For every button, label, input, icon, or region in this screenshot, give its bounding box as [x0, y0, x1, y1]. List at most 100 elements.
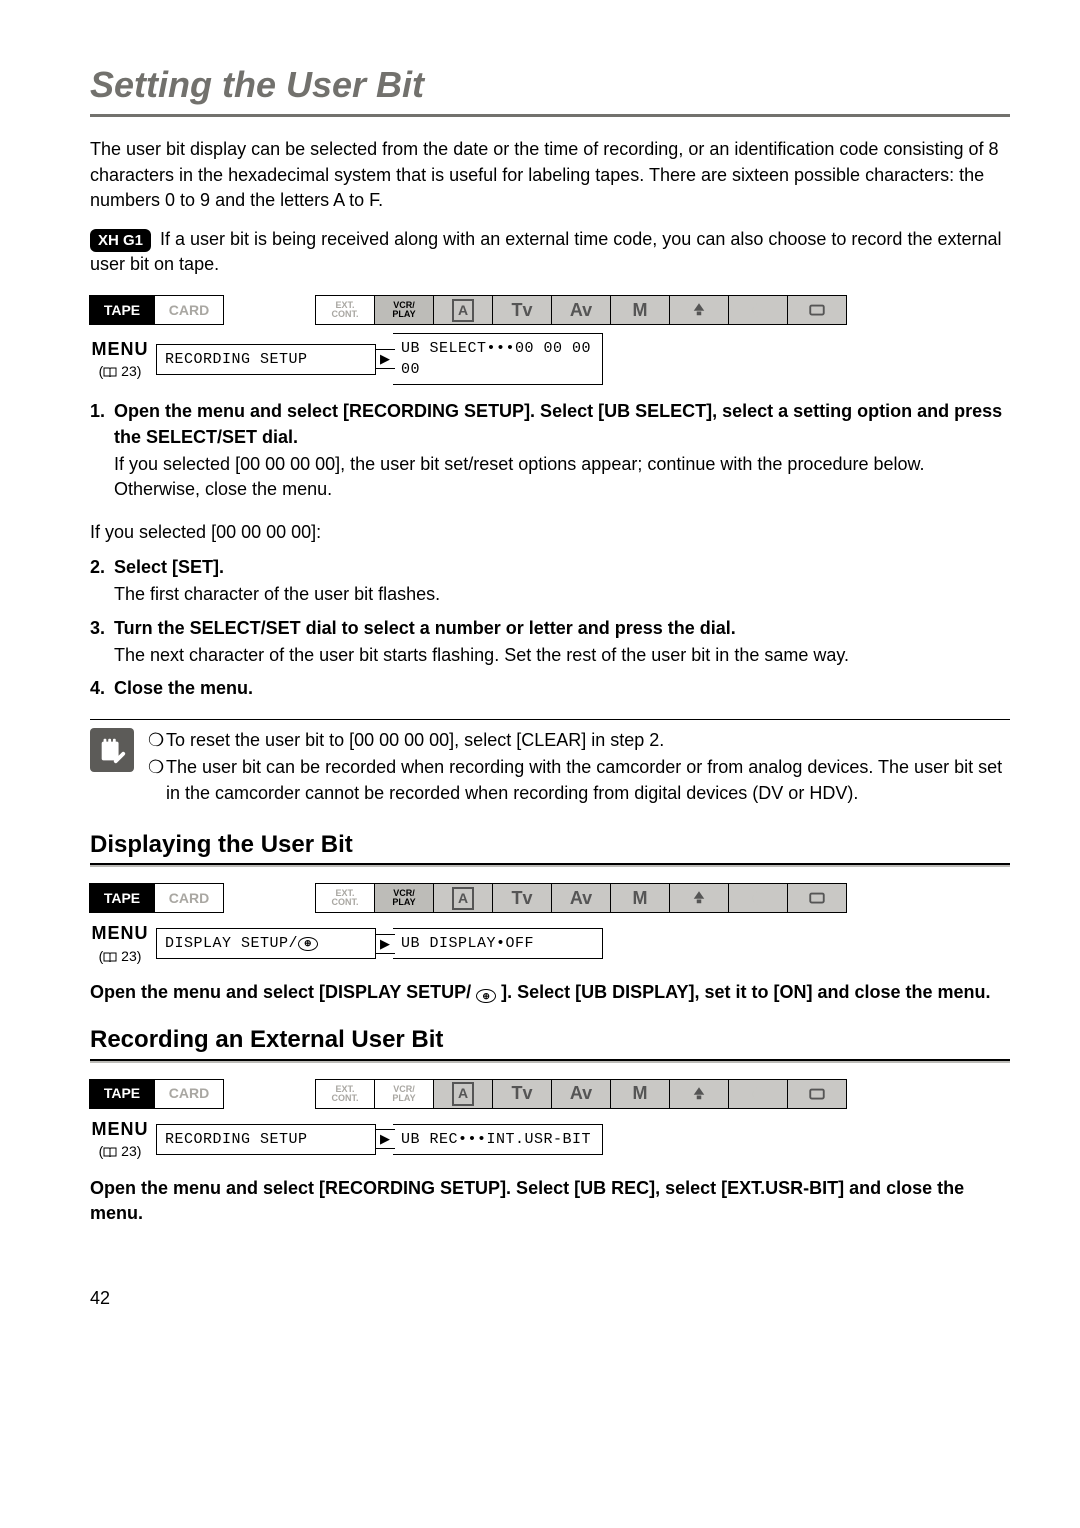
mode-tv: Tv — [492, 883, 552, 913]
mode-m: M — [610, 1079, 670, 1109]
mode-night-icon — [728, 1079, 788, 1109]
menu-arrow-icon: ▶ — [375, 1129, 395, 1149]
mode-a: A — [433, 295, 493, 325]
divider — [90, 719, 1010, 720]
menu-label: MENU ( 23) — [90, 921, 150, 966]
step-4-num: 4. — [90, 676, 114, 701]
bullet-icon: ❍ — [148, 755, 166, 805]
menu-box-ub-rec: UB REC•••INT.USR-BIT — [393, 1124, 603, 1155]
mode-vcr-play: VCR/PLAY — [374, 883, 434, 913]
bullet-icon: ❍ — [148, 728, 166, 753]
night-icon — [747, 301, 769, 319]
menu-box-recording-setup: RECORDING SETUP — [156, 344, 376, 375]
mode-a: A — [433, 883, 493, 913]
menu-label: MENU ( 23) — [90, 337, 150, 382]
menu-arrow-icon: ▶ — [375, 934, 395, 954]
mode-night-icon — [728, 883, 788, 913]
step-3: 3.Turn the SELECT/SET dial to select a n… — [90, 616, 1010, 668]
mode-card: CARD — [154, 883, 224, 913]
mode-strip-1: TAPE CARD EXT.CONT. VCR/PLAY A Tv Av M — [90, 295, 1010, 325]
mode-av: Av — [551, 883, 611, 913]
mode-vcr-play: VCR/PLAY — [374, 1079, 434, 1109]
menu-arrow-icon: ▶ — [375, 349, 395, 369]
mode-easy-icon — [787, 1079, 847, 1109]
menu-box-recording-setup: RECORDING SETUP — [156, 1124, 376, 1155]
note-1-text: To reset the user bit to [00 00 00 00], … — [166, 728, 664, 753]
section-3-instruction: Open the menu and select [RECORDING SETU… — [90, 1176, 1010, 1226]
mode-tape: TAPE — [89, 883, 155, 913]
notes-list: ❍To reset the user bit to [00 00 00 00],… — [148, 728, 1010, 808]
intro-paragraph-1: The user bit display can be selected fro… — [90, 137, 1010, 213]
menu-box-ub-select: UB SELECT•••00 00 00 00 — [393, 333, 603, 385]
mode-card: CARD — [154, 295, 224, 325]
mode-night-icon — [728, 295, 788, 325]
mode-m: M — [610, 883, 670, 913]
menu-row-3: MENU ( 23) RECORDING SETUP ▶ UB REC•••IN… — [90, 1117, 1010, 1162]
step-4-head: Close the menu. — [114, 676, 253, 701]
mode-tv: Tv — [492, 295, 552, 325]
menu-row-2: MENU ( 23) DISPLAY SETUP/⊕ ▶ UB DISPLAY•… — [90, 921, 1010, 966]
step-1-head: Open the menu and select [RECORDING SETU… — [114, 399, 1010, 449]
notes-section: ❍To reset the user bit to [00 00 00 00],… — [90, 728, 1010, 808]
mode-easy-icon — [787, 295, 847, 325]
step-4: 4.Close the menu. — [90, 676, 1010, 701]
section-displaying-heading: Displaying the User Bit — [90, 828, 1010, 866]
mode-av: Av — [551, 295, 611, 325]
mode-lamp-icon — [669, 883, 729, 913]
step-1-body: If you selected [00 00 00 00], the user … — [114, 452, 1010, 502]
step-2-body: The first character of the user bit flas… — [114, 582, 1010, 607]
intro-2-text: If a user bit is being received along wi… — [90, 229, 1002, 274]
mode-gap — [224, 295, 316, 325]
mode-tape: TAPE — [89, 295, 155, 325]
steps-list-2: 2.Select [SET]. The first character of t… — [90, 555, 1010, 701]
mode-tv: Tv — [492, 1079, 552, 1109]
menu-text: MENU — [92, 337, 149, 362]
note-1: ❍To reset the user bit to [00 00 00 00],… — [148, 728, 1010, 753]
easy-icon — [806, 889, 828, 907]
intro-paragraph-2: XH G1 If a user bit is being received al… — [90, 227, 1010, 277]
page-title: Setting the User Bit — [90, 60, 1010, 117]
mode-lamp-icon — [669, 1079, 729, 1109]
menu-box-ub-display: UB DISPLAY•OFF — [393, 928, 603, 959]
menu-label: MENU ( 23) — [90, 1117, 150, 1162]
mode-strip-3: TAPE CARD EXT.CONT. VCR/PLAY A Tv Av M — [90, 1079, 1010, 1109]
section-recording-ext-heading: Recording an External User Bit — [90, 1023, 1010, 1061]
lamp-icon — [688, 301, 710, 319]
menu-row-1: MENU ( 23) RECORDING SETUP ▶ UB SELECT••… — [90, 333, 1010, 385]
mode-lamp-icon — [669, 295, 729, 325]
easy-icon — [806, 301, 828, 319]
mode-strip-2: TAPE CARD EXT.CONT. VCR/PLAY A Tv Av M — [90, 883, 1010, 913]
mode-av: Av — [551, 1079, 611, 1109]
mode-easy-icon — [787, 883, 847, 913]
mode-vcr-play: VCR/PLAY — [374, 295, 434, 325]
page-number: 42 — [90, 1286, 1010, 1311]
notepad-icon — [97, 735, 127, 765]
steps-list: 1.Open the menu and select [RECORDING SE… — [90, 399, 1010, 502]
language-icon: ⊕ — [298, 937, 318, 951]
language-icon: ⊕ — [476, 989, 496, 1003]
xhg1-badge: XH G1 — [90, 229, 151, 252]
mode-ext-cont: EXT.CONT. — [315, 1079, 375, 1109]
mode-a: A — [433, 1079, 493, 1109]
step-2: 2.Select [SET]. The first character of t… — [90, 555, 1010, 607]
mode-tape: TAPE — [89, 1079, 155, 1109]
menu-page-ref: ( 23) — [99, 362, 142, 382]
book-icon — [103, 367, 117, 378]
step-2-num: 2. — [90, 555, 114, 580]
note-2: ❍The user bit can be recorded when recor… — [148, 755, 1010, 805]
menu-box-display-setup: DISPLAY SETUP/⊕ — [156, 928, 376, 959]
step-3-num: 3. — [90, 616, 114, 641]
step-1: 1.Open the menu and select [RECORDING SE… — [90, 399, 1010, 502]
step-2-head: Select [SET]. — [114, 555, 224, 580]
step-1-num: 1. — [90, 399, 114, 449]
night-icon — [747, 889, 769, 907]
note-2-text: The user bit can be recorded when record… — [166, 755, 1010, 805]
lamp-icon — [688, 1085, 710, 1103]
note-icon — [90, 728, 134, 772]
mode-ext-cont: EXT.CONT. — [315, 883, 375, 913]
lamp-icon — [688, 889, 710, 907]
easy-icon — [806, 1085, 828, 1103]
sub-condition-note: If you selected [00 00 00 00]: — [90, 520, 1010, 545]
mode-card: CARD — [154, 1079, 224, 1109]
mode-ext-cont: EXT.CONT. — [315, 295, 375, 325]
